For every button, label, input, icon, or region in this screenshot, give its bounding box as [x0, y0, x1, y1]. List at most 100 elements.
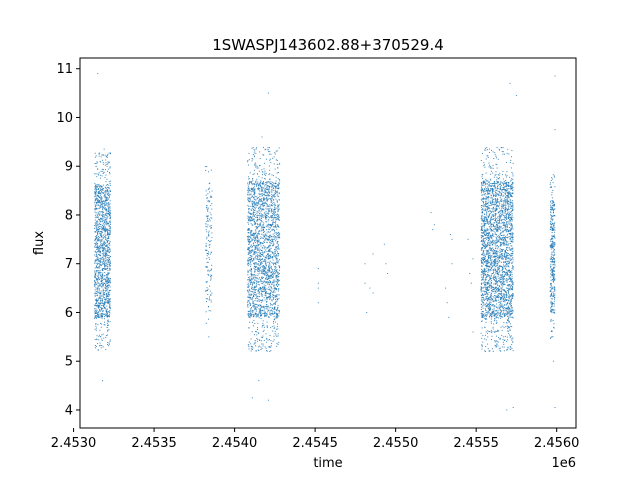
- data-point: [208, 257, 210, 259]
- data-point: [98, 285, 100, 287]
- data-point: [250, 294, 252, 296]
- data-point: [98, 201, 100, 203]
- data-point: [247, 248, 249, 250]
- data-point: [97, 287, 99, 289]
- data-point: [483, 274, 485, 276]
- data-point: [489, 254, 491, 256]
- data-point: [272, 340, 274, 342]
- data-point: [500, 232, 502, 234]
- data-point: [265, 214, 267, 216]
- data-point: [250, 282, 252, 284]
- data-point: [207, 261, 209, 263]
- data-point: [247, 296, 249, 298]
- data-point: [259, 219, 261, 221]
- data-point: [104, 197, 106, 199]
- data-point: [271, 205, 273, 207]
- data-point: [267, 147, 269, 149]
- data-point: [106, 202, 108, 204]
- data-point: [274, 193, 276, 195]
- data-point: [104, 176, 106, 178]
- data-point: [264, 269, 266, 271]
- data-point: [272, 274, 274, 276]
- data-point: [110, 289, 112, 291]
- data-point: [259, 281, 261, 283]
- data-point: [509, 337, 511, 339]
- data-point: [109, 261, 111, 263]
- data-point: [274, 317, 276, 319]
- data-point: [491, 256, 493, 258]
- data-point: [94, 317, 96, 319]
- data-point: [500, 294, 502, 296]
- data-point: [108, 243, 110, 245]
- data-point: [278, 199, 280, 201]
- data-point: [102, 192, 104, 194]
- data-point: [208, 234, 210, 236]
- data-point: [97, 245, 99, 247]
- data-point: [258, 243, 260, 245]
- data-point: [103, 195, 105, 197]
- data-point: [272, 241, 274, 243]
- data-point: [100, 231, 102, 233]
- data-point: [251, 202, 253, 204]
- data-point: [210, 240, 212, 242]
- data-point: [104, 227, 106, 229]
- data-point: [483, 165, 485, 167]
- data-point: [98, 193, 100, 195]
- data-point: [271, 205, 273, 207]
- data-point: [101, 232, 103, 234]
- data-point: [267, 208, 269, 210]
- data-point: [247, 306, 249, 308]
- data-point: [96, 270, 98, 272]
- data-point: [101, 221, 103, 223]
- data-point: [264, 265, 266, 267]
- data-point: [96, 230, 98, 232]
- data-point: [273, 302, 275, 304]
- data-point: [277, 185, 279, 187]
- data-point: [501, 313, 503, 315]
- data-point: [510, 310, 512, 312]
- data-point: [487, 348, 489, 350]
- data-point: [257, 292, 259, 294]
- data-point: [258, 206, 260, 208]
- data-point: [205, 290, 207, 292]
- data-point: [265, 273, 267, 275]
- data-point: [481, 276, 483, 278]
- data-point: [101, 345, 103, 347]
- data-point: [109, 207, 111, 209]
- data-point: [99, 248, 101, 250]
- data-point: [247, 286, 249, 288]
- data-point: [99, 220, 101, 222]
- data-point: [109, 220, 111, 222]
- data-point: [497, 287, 499, 289]
- data-point: [261, 190, 263, 192]
- data-point: [103, 195, 105, 197]
- data-point: [263, 245, 265, 247]
- data-point: [210, 301, 212, 303]
- data-point: [258, 200, 260, 202]
- data-point: [258, 260, 260, 262]
- data-point: [261, 277, 263, 279]
- data-point: [504, 222, 506, 224]
- data-point: [252, 203, 254, 205]
- data-point: [265, 210, 267, 212]
- data-point: [491, 197, 493, 199]
- data-point: [105, 274, 107, 276]
- data-point: [267, 275, 269, 277]
- data-point: [95, 236, 97, 238]
- data-point: [262, 324, 263, 326]
- data-point: [263, 214, 265, 216]
- data-point: [94, 315, 96, 317]
- data-point: [105, 295, 107, 297]
- data-point: [256, 244, 258, 246]
- data-point: [264, 251, 266, 253]
- data-point: [500, 284, 502, 286]
- data-point: [482, 307, 484, 309]
- data-point: [276, 258, 278, 260]
- data-point: [251, 147, 253, 149]
- data-point: [94, 299, 96, 301]
- data-point: [509, 202, 511, 204]
- data-point: [270, 266, 272, 268]
- data-point: [264, 235, 266, 237]
- data-point: [492, 226, 494, 228]
- data-point: [249, 298, 251, 300]
